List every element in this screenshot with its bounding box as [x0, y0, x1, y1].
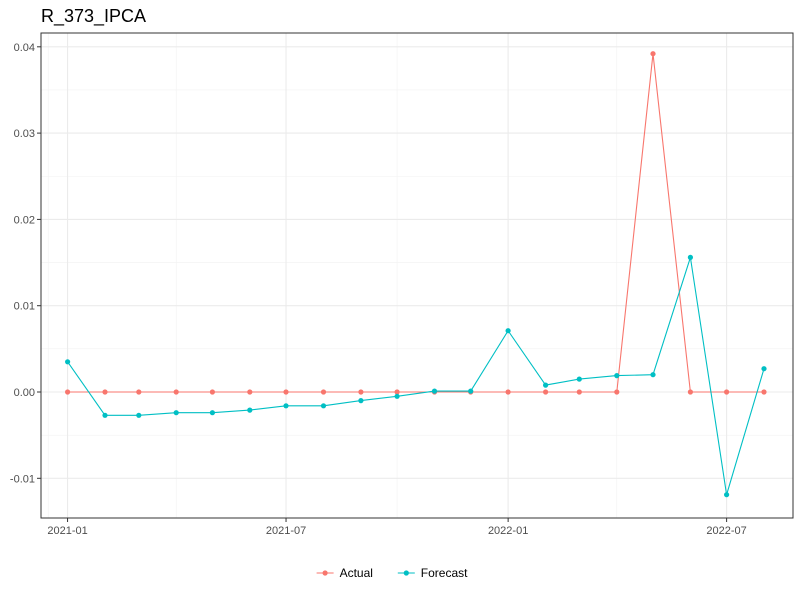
y-tick-label: 0.02: [14, 214, 35, 226]
x-axis: 2021-01 2021-07 2022-01 2022-07: [47, 518, 747, 537]
grid-major: [41, 33, 793, 518]
y-tick-label: 0.00: [14, 387, 35, 399]
y-axis: -0.01 0.00 0.01 0.02 0.03 0.04: [10, 42, 41, 485]
y-tick-label: -0.01: [10, 473, 35, 485]
data-point-forecast: [576, 376, 582, 382]
data-point-forecast: [173, 410, 179, 416]
data-point-forecast: [102, 412, 108, 418]
data-point-forecast: [614, 373, 620, 379]
data-point-forecast: [320, 403, 327, 409]
series-line-forecast: [67, 257, 765, 495]
series-layer: [65, 51, 767, 498]
legend: Actual Forecast: [316, 566, 468, 580]
legend-label: Actual: [340, 566, 373, 580]
data-point-forecast: [431, 388, 438, 394]
y-tick-label: 0.03: [14, 128, 35, 140]
plot-border: [40, 32, 794, 519]
data-point-forecast: [468, 388, 474, 394]
x-tick-label: 2022-01: [488, 525, 528, 537]
y-tick-label: 0.04: [14, 42, 35, 54]
data-point-forecast: [209, 410, 215, 416]
legend-key-point: [322, 570, 328, 576]
data-point-actual: [505, 389, 511, 395]
legend-key-point: [403, 570, 409, 576]
data-point-actual: [614, 389, 620, 395]
data-point-actual: [724, 389, 730, 395]
data-point-actual: [102, 389, 108, 395]
legend-item-actual: Actual: [316, 566, 373, 580]
grid-minor: [41, 33, 793, 518]
x-tick-label: 2021-07: [266, 525, 306, 537]
data-point-actual: [576, 389, 582, 395]
data-point-actual: [283, 389, 289, 395]
data-point-forecast: [136, 412, 142, 418]
data-point-actual: [209, 389, 215, 395]
data-point-forecast: [65, 359, 71, 365]
data-point-actual: [543, 389, 549, 395]
data-point-forecast: [761, 366, 767, 372]
data-point-forecast: [724, 492, 730, 498]
series-line-actual: [67, 53, 764, 393]
data-point-actual: [173, 389, 179, 395]
chart-title: R_373_IPCA: [41, 6, 146, 27]
data-point-forecast: [247, 407, 253, 413]
x-tick-label: 2021-01: [47, 525, 87, 537]
data-point-forecast: [283, 403, 289, 409]
data-point-actual: [247, 389, 253, 395]
data-point-actual: [394, 389, 400, 395]
data-point-actual: [320, 389, 327, 395]
data-point-actual: [650, 51, 656, 57]
legend-item-forecast: Forecast: [397, 566, 468, 580]
data-point-forecast: [687, 254, 694, 260]
x-tick-label: 2022-07: [706, 525, 746, 537]
data-point-actual: [136, 389, 142, 395]
data-point-actual: [761, 389, 767, 395]
data-point-actual: [65, 389, 71, 395]
data-point-forecast: [394, 393, 400, 399]
data-point-actual: [358, 389, 364, 395]
data-point-forecast: [505, 328, 511, 334]
y-tick-label: 0.01: [14, 301, 35, 313]
data-point-forecast: [543, 382, 549, 388]
series-actual: [65, 51, 767, 395]
legend-label: Forecast: [421, 566, 468, 580]
data-point-forecast: [650, 372, 656, 378]
data-point-actual: [687, 389, 694, 395]
data-point-forecast: [358, 398, 364, 404]
series-forecast: [65, 254, 767, 498]
